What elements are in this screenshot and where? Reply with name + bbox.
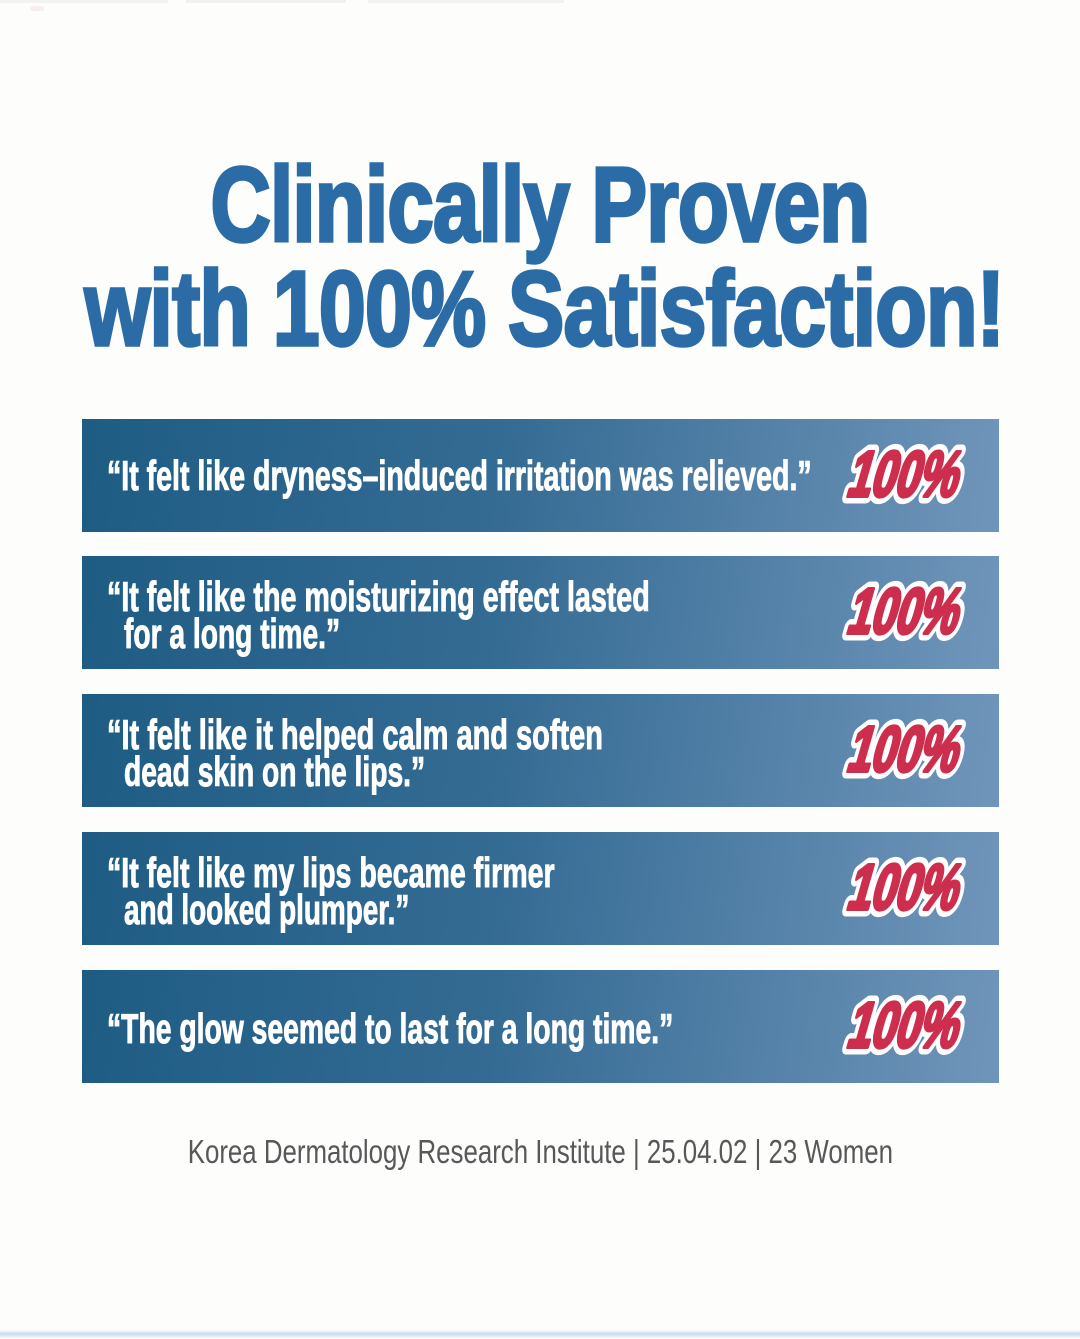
svg-text:100%: 100% [841, 713, 972, 785]
svg-text:100%: 100% [841, 713, 972, 785]
svg-text:100%: 100% [841, 989, 972, 1061]
svg-text:100%: 100% [841, 851, 972, 923]
svg-text:100%: 100% [841, 575, 972, 647]
svg-text:100%: 100% [841, 438, 972, 510]
